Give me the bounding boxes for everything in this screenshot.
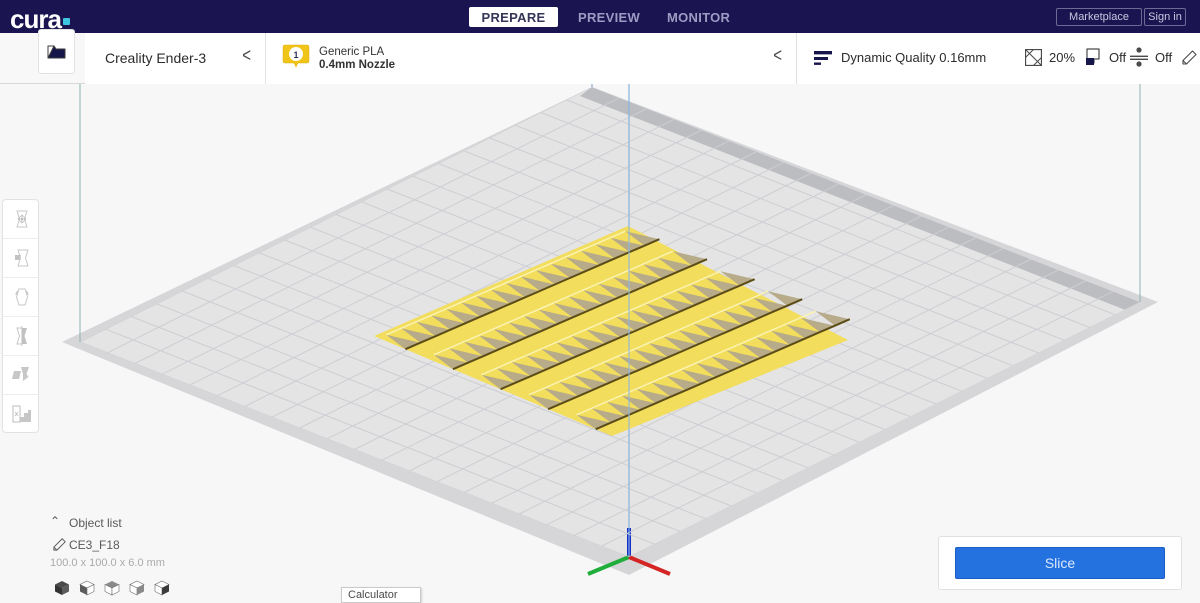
svg-text:1: 1 (293, 50, 298, 60)
